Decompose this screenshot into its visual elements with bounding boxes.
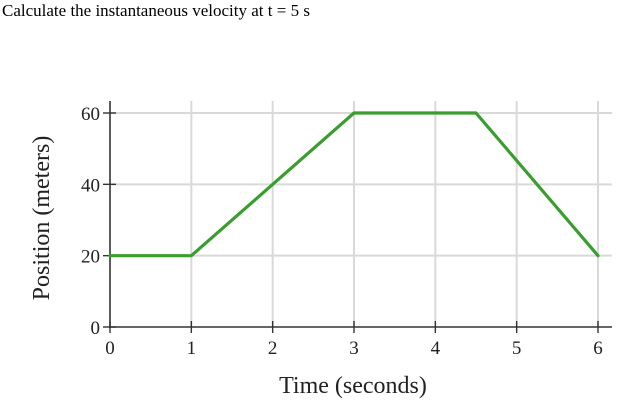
chart-grid [110,101,612,327]
y-tick-label: 0 [91,318,101,339]
chart-series [108,111,600,258]
x-tick-label: 1 [187,338,197,359]
y-tick-label: 60 [81,104,100,125]
x-tick-label: 0 [105,338,115,359]
y-axis-title: Position (meters) [29,136,55,301]
x-axis-title: Time (seconds) [279,373,427,399]
chart-axes [103,101,612,333]
question-text: Calculate the instantaneous velocity at … [2,1,310,20]
position-series-line [108,111,600,258]
y-tick-label: 40 [81,175,100,196]
x-tick-label: 4 [431,338,441,359]
x-tick-label: 5 [512,338,522,359]
x-tick-label: 3 [349,338,359,359]
x-tick-label: 6 [593,338,603,359]
y-tick-label: 20 [81,247,100,268]
x-tick-label: 2 [268,338,278,359]
